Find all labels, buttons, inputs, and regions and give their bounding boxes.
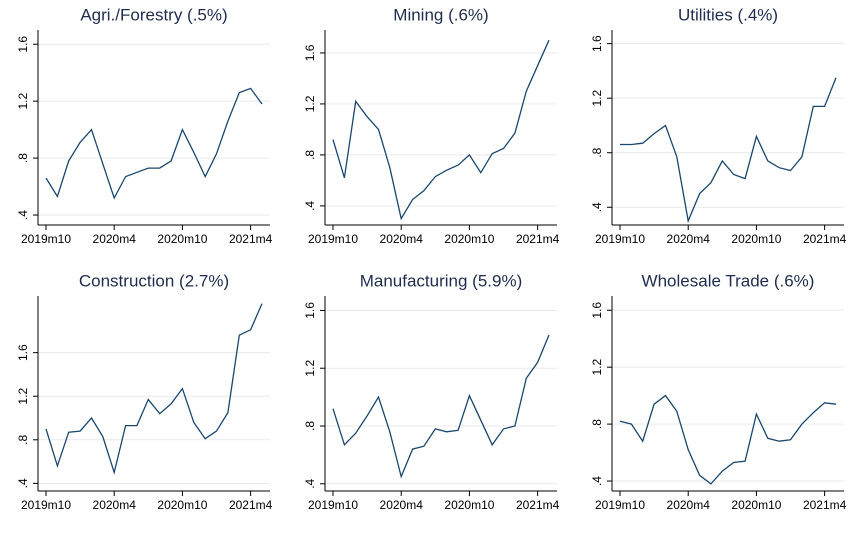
x-tick-label: 2020m10 [157, 498, 207, 512]
y-tick-label: .4 [590, 202, 604, 212]
data-line [620, 77, 837, 224]
panel-title: Mining (.6%) [393, 5, 488, 24]
x-tick-label: 2020m10 [444, 498, 494, 512]
panel-title: Utilities (.4%) [678, 5, 778, 24]
panel: Construction (2.7%) .4 .8 1.2 1.6 2019m10 2020… [16, 271, 272, 512]
x-tick-label: 2021m4 [803, 498, 847, 512]
y-tick-label: .8 [303, 150, 317, 160]
y-tick-label: 1.2 [16, 388, 30, 405]
y-tick-label: .4 [16, 478, 30, 488]
x-tick-label: 2020m4 [93, 498, 137, 512]
panel: Mining (.6%) .4 .8 1.2 1.6 2019m10 2020m4 2020m… [303, 5, 559, 246]
x-tick-label: 2021m4 [229, 498, 273, 512]
x-tick-label: 2021m4 [516, 232, 560, 246]
y-tick-label: .8 [303, 421, 317, 431]
y-tick-label: .8 [16, 434, 30, 444]
data-line [45, 87, 263, 200]
y-tick-label: 1.2 [590, 90, 604, 107]
y-tick-label: 1.2 [303, 95, 317, 112]
y-tick-label: .4 [303, 201, 317, 211]
x-tick-label: 2020m10 [157, 232, 207, 246]
panel: Agri./Forestry (.5%) .4 .8 1.2 1.6 2019m10 202… [16, 5, 272, 246]
panel-title: Construction (2.7%) [79, 271, 229, 290]
panel: Wholesale Trade (.6%) .4 .8 1.2 1.6 2019m10 20… [590, 271, 846, 512]
x-tick-label: 2020m10 [444, 232, 494, 246]
panel-title: Agri./Forestry (.5%) [80, 5, 227, 24]
y-tick-label: .8 [590, 419, 604, 429]
y-tick-label: 1.2 [590, 359, 604, 376]
x-tick-label: 2021m4 [803, 232, 847, 246]
panel-title: Manufacturing (5.9%) [360, 271, 523, 290]
x-tick-label: 2020m10 [731, 498, 781, 512]
y-tick-label: .4 [303, 478, 317, 488]
panel: Utilities (.4%) .4 .8 1.2 1.6 2019m10 2020m4 20… [590, 5, 846, 246]
y-tick-label: 1.6 [303, 302, 317, 319]
y-tick-label: 1.2 [16, 93, 30, 110]
y-tick-label: 1.6 [590, 302, 604, 319]
x-tick-label: 2019m10 [21, 498, 71, 512]
panel-title: Wholesale Trade (.6%) [642, 271, 815, 290]
x-tick-label: 2020m10 [731, 232, 781, 246]
data-line [332, 334, 550, 479]
y-tick-label: .4 [16, 210, 30, 220]
x-tick-label: 2019m10 [308, 232, 358, 246]
x-tick-label: 2020m4 [667, 232, 711, 246]
y-tick-label: 1.6 [590, 35, 604, 52]
y-tick-label: 1.6 [16, 344, 30, 361]
data-line [45, 303, 263, 475]
panel: Manufacturing (5.9%) .4 .8 1.2 1.6 2019m10 202… [303, 271, 559, 512]
data-line [619, 394, 837, 485]
y-tick-label: .8 [590, 147, 604, 157]
x-tick-label: 2020m4 [380, 498, 424, 512]
x-tick-label: 2020m4 [667, 498, 711, 512]
x-tick-label: 2021m4 [516, 498, 560, 512]
y-tick-label: .8 [16, 153, 30, 163]
x-tick-label: 2019m10 [595, 498, 645, 512]
y-tick-label: 1.2 [303, 360, 317, 377]
y-tick-label: 1.6 [303, 44, 317, 61]
x-tick-label: 2019m10 [308, 498, 358, 512]
x-tick-label: 2019m10 [21, 232, 71, 246]
y-tick-label: 1.6 [16, 36, 30, 53]
y-tick-label: .4 [590, 476, 604, 486]
data-line [332, 39, 550, 221]
x-tick-label: 2020m4 [380, 232, 424, 246]
x-tick-label: 2020m4 [93, 232, 137, 246]
x-tick-label: 2019m10 [595, 232, 645, 246]
x-tick-label: 2021m4 [229, 232, 273, 246]
